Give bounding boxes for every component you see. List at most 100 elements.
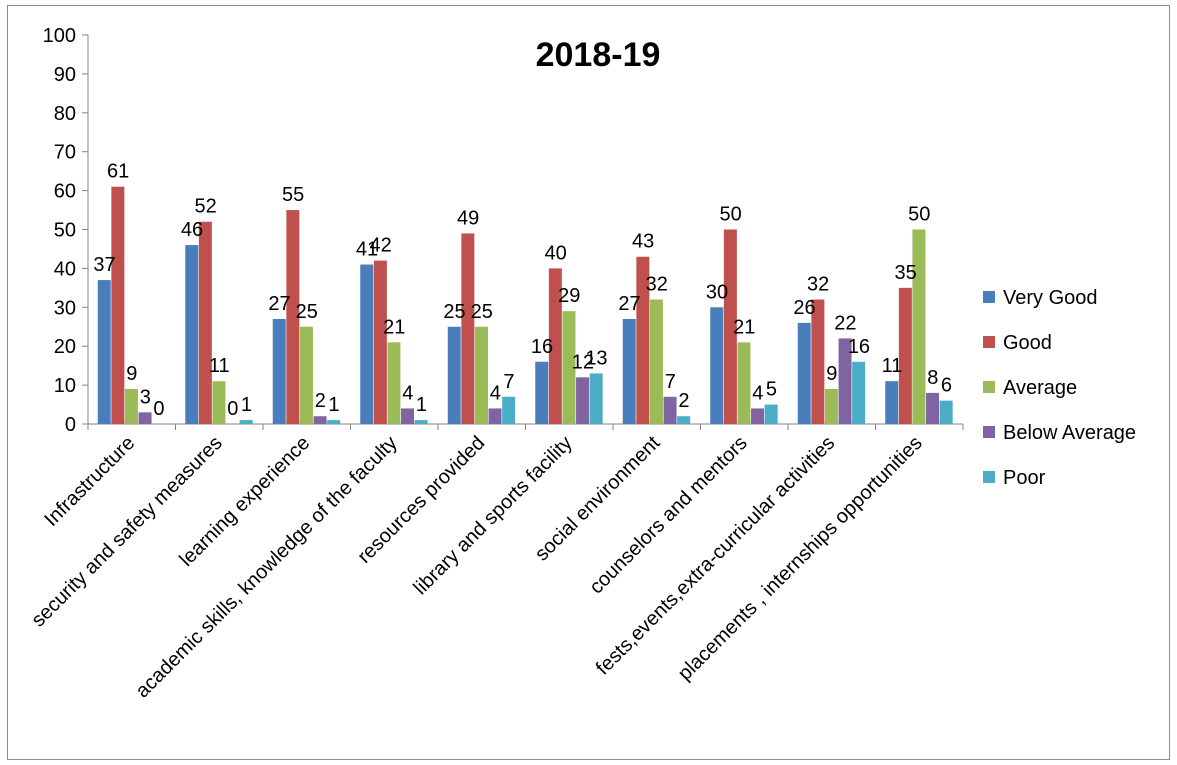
data-label: 12 xyxy=(572,351,594,373)
legend-label: Below Average xyxy=(1003,422,1136,444)
data-label: 43 xyxy=(632,231,654,253)
data-label: 13 xyxy=(585,347,607,369)
bar xyxy=(198,221,212,424)
data-label: 55 xyxy=(282,184,304,206)
y-tick-label: 50 xyxy=(54,220,76,242)
data-label: 21 xyxy=(383,316,405,338)
legend-swatch xyxy=(983,381,995,393)
bar xyxy=(797,322,811,424)
legend-label: Very Good xyxy=(1003,287,1098,309)
bar xyxy=(589,373,603,424)
bar xyxy=(663,396,677,424)
bars xyxy=(97,186,953,424)
bar xyxy=(723,229,737,424)
data-label: 2 xyxy=(315,390,326,412)
data-label: 26 xyxy=(793,297,815,319)
data-label: 0 xyxy=(153,398,164,420)
bar xyxy=(286,210,300,424)
data-label: 5 xyxy=(766,379,777,401)
bar xyxy=(447,326,461,424)
bar xyxy=(387,342,401,424)
y-tick-label: 70 xyxy=(54,142,76,164)
bar xyxy=(764,404,778,424)
bar xyxy=(649,299,663,424)
y-tick-label: 10 xyxy=(54,375,76,397)
bar xyxy=(622,318,636,424)
bar xyxy=(414,420,428,424)
bar xyxy=(97,280,111,424)
chart-title: 2018-19 xyxy=(536,36,661,74)
data-label: 21 xyxy=(733,316,755,338)
bar xyxy=(138,412,152,424)
bar xyxy=(313,416,327,424)
y-tick-label: 60 xyxy=(54,181,76,203)
bar xyxy=(488,408,502,424)
data-label: 32 xyxy=(646,274,668,296)
data-label: 35 xyxy=(895,262,917,284)
bar xyxy=(926,392,940,424)
y-axis: 0 10 20 30 40 50 60 70 80 90 100 xyxy=(43,25,89,436)
data-label: 6 xyxy=(941,375,952,397)
bar xyxy=(710,307,724,424)
data-label: 1 xyxy=(241,394,252,416)
bar xyxy=(272,318,286,424)
bar xyxy=(576,377,590,424)
legend-label: Poor xyxy=(1003,467,1046,489)
bar xyxy=(811,299,825,424)
data-label: 7 xyxy=(503,371,514,393)
data-label: 16 xyxy=(848,336,870,358)
bar xyxy=(373,260,387,424)
bar xyxy=(401,408,415,424)
data-label: 27 xyxy=(268,293,290,315)
bar xyxy=(898,287,912,424)
bar xyxy=(824,388,838,424)
data-label: 50 xyxy=(720,204,742,226)
data-label: 37 xyxy=(93,254,115,276)
bar xyxy=(212,381,226,424)
bar xyxy=(299,326,313,424)
data-label: 27 xyxy=(618,293,640,315)
legend: Very Good Good Average Below Average Poor xyxy=(983,287,1136,489)
bar xyxy=(912,229,926,424)
y-tick-label: 80 xyxy=(54,103,76,125)
data-label: 4 xyxy=(402,382,413,404)
data-label: 11 xyxy=(209,355,230,377)
y-tick-label: 40 xyxy=(54,258,76,280)
data-label: 46 xyxy=(181,219,203,241)
bar xyxy=(360,264,374,424)
data-label: 61 xyxy=(107,161,129,183)
data-label: 9 xyxy=(126,363,137,385)
data-label: 42 xyxy=(370,235,392,257)
category-label: security and safety measures xyxy=(27,432,226,631)
bar xyxy=(327,420,341,424)
bar xyxy=(838,338,852,424)
category-label: Infrastructure xyxy=(40,432,139,531)
bar xyxy=(939,400,953,424)
data-label: 22 xyxy=(834,312,856,334)
data-label: 11 xyxy=(882,355,903,377)
y-tick-label: 90 xyxy=(54,64,76,86)
bar xyxy=(111,186,125,424)
bar xyxy=(737,342,751,424)
data-label: 1 xyxy=(328,394,339,416)
bar xyxy=(474,326,488,424)
data-label: 30 xyxy=(706,281,728,303)
y-tick-label: 100 xyxy=(43,25,76,47)
bar xyxy=(124,388,138,424)
legend-swatch xyxy=(983,426,995,438)
bar xyxy=(461,233,475,424)
bar xyxy=(562,311,576,424)
category-label: library and sports facility xyxy=(410,432,577,599)
data-label: 4 xyxy=(752,382,763,404)
y-tick-label: 20 xyxy=(54,336,76,358)
x-axis xyxy=(87,423,964,430)
y-tick-label: 0 xyxy=(65,414,76,436)
data-label: 1 xyxy=(416,394,427,416)
bar xyxy=(239,420,253,424)
data-label: 16 xyxy=(531,336,553,358)
data-label: 0 xyxy=(227,398,238,420)
data-label: 2 xyxy=(678,390,689,412)
data-label: 9 xyxy=(826,363,837,385)
legend-swatch xyxy=(983,336,995,348)
